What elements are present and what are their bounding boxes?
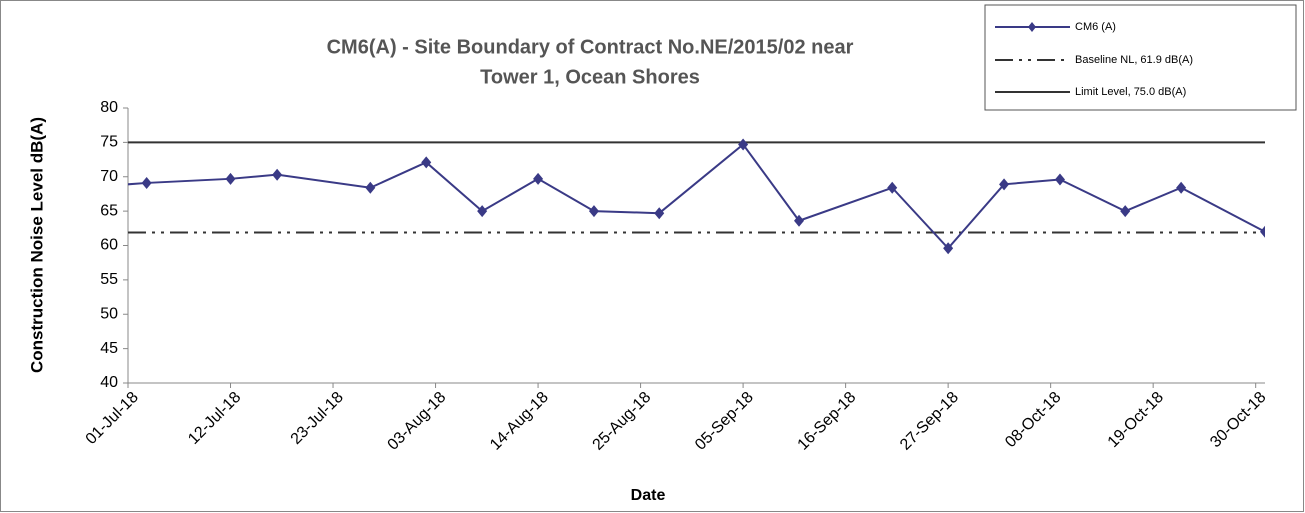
y-tick-label: 55 (100, 271, 118, 288)
marker (365, 181, 376, 194)
marker (654, 207, 665, 220)
x-axis-label: Date (631, 487, 666, 504)
marker (225, 172, 236, 185)
marker (794, 214, 805, 227)
marker (943, 242, 954, 255)
marker (1054, 173, 1065, 186)
y-tick-label: 80 (100, 99, 118, 116)
marker (1260, 225, 1265, 238)
y-tick-label: 50 (100, 305, 118, 322)
marker (421, 156, 432, 169)
marker (738, 138, 749, 151)
marker (272, 168, 283, 181)
marker (1176, 181, 1187, 194)
marker (887, 181, 898, 194)
y-tick-label: 70 (100, 168, 118, 185)
marker (999, 178, 1010, 191)
marker (141, 176, 152, 189)
marker (533, 172, 544, 185)
plot-area (128, 138, 1265, 255)
legend-marker (1028, 22, 1036, 32)
legend-label: Baseline NL, 61.9 dB(A) (1075, 54, 1193, 66)
y-tick-label: 45 (100, 340, 118, 357)
y-tick-label: 75 (100, 134, 118, 151)
y-tick-label: 40 (100, 374, 118, 391)
y-tick-label: 65 (100, 202, 118, 219)
legend-label: Limit Level, 75.0 dB(A) (1075, 86, 1186, 98)
chart-title: CM6(A) - Site Boundary of Contract No.NE… (327, 36, 854, 58)
y-tick-label: 60 (100, 237, 118, 254)
marker (477, 205, 488, 218)
marker (588, 205, 599, 218)
chart-title: Tower 1, Ocean Shores (480, 66, 700, 88)
legend-label: CM6 (A) (1075, 21, 1116, 33)
y-axis-label: Construction Noise Level dB(A) (27, 117, 46, 373)
marker (1120, 205, 1131, 218)
